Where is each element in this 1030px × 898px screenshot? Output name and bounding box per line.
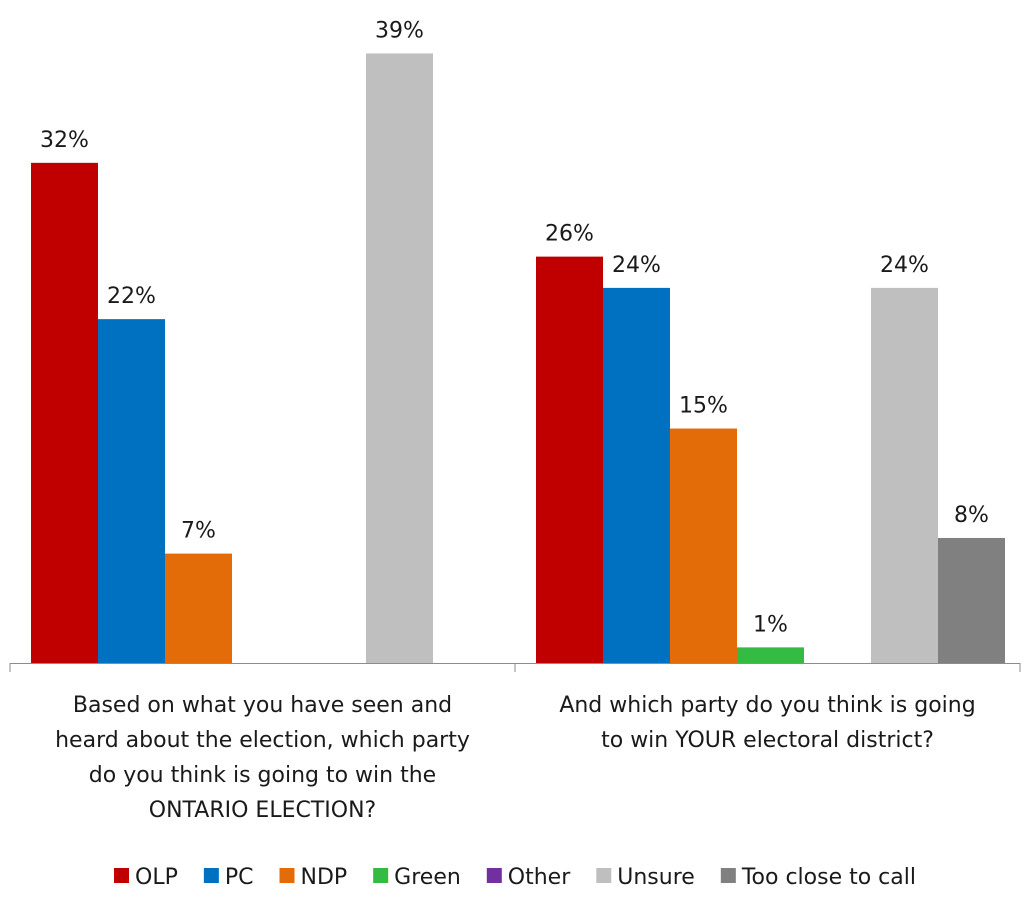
bar-too-close-to-call-group-2 xyxy=(938,537,1005,663)
legend-label-olp: OLP xyxy=(135,865,178,890)
bar-olp-group-2 xyxy=(536,256,603,663)
legend-swatch-ndp xyxy=(279,868,295,883)
data-label-unsure-group-2: 24% xyxy=(880,253,929,278)
category-label-2: And which party do you think is going to … xyxy=(559,693,975,753)
bar-olp-group-1 xyxy=(31,162,98,663)
legend-swatch-olp xyxy=(114,868,130,883)
bar-unsure-group-2 xyxy=(871,287,938,663)
bars-layer xyxy=(31,53,1005,664)
legend-swatch-unsure xyxy=(596,868,612,883)
legend-swatch-too-close-to-call xyxy=(720,868,736,883)
data-label-pc-group-2: 24% xyxy=(612,253,661,278)
category-label-1: Based on what you have seen and heard abo… xyxy=(55,693,470,823)
category-labels-layer: Based on what you have seen and heard abo… xyxy=(55,693,976,823)
bar-pc-group-1 xyxy=(98,319,165,663)
data-label-olp-group-2: 26% xyxy=(545,222,594,247)
data-label-ndp-group-1: 7% xyxy=(181,519,216,544)
legend-swatch-other xyxy=(486,868,502,883)
legend-label-unsure: Unsure xyxy=(617,865,695,890)
data-label-ndp-group-2: 15% xyxy=(679,394,728,419)
bar-ndp-group-2 xyxy=(670,428,737,663)
data-label-green-group-2: 1% xyxy=(753,612,788,637)
legend: OLP PC NDP Green Other Unsure Too close to cal… xyxy=(114,865,916,890)
legend-swatch-pc xyxy=(203,868,219,883)
legend-label-ndp: NDP xyxy=(301,865,348,890)
bar-green-group-2 xyxy=(737,647,804,663)
bar-ndp-group-1 xyxy=(165,553,232,663)
legend-swatch-green xyxy=(373,868,389,883)
legend-label-pc: PC xyxy=(225,865,254,890)
bar-pc-group-2 xyxy=(603,287,670,663)
data-labels-layer: 32% 22% 7% 39% 26% 24% 15% 1% 24% 8% xyxy=(40,18,989,637)
x-axis xyxy=(9,663,1021,672)
data-label-pc-group-1: 22% xyxy=(107,284,156,309)
legend-label-other: Other xyxy=(508,865,571,890)
legend-label-green: Green xyxy=(394,865,461,890)
bar-unsure-group-1 xyxy=(366,53,433,664)
data-label-too-close-to-call-group-2: 8% xyxy=(954,503,989,528)
legend-label-too-close-to-call: Too close to call xyxy=(741,865,916,890)
data-label-olp-group-1: 32% xyxy=(40,128,89,153)
data-label-unsure-group-1: 39% xyxy=(375,18,424,43)
